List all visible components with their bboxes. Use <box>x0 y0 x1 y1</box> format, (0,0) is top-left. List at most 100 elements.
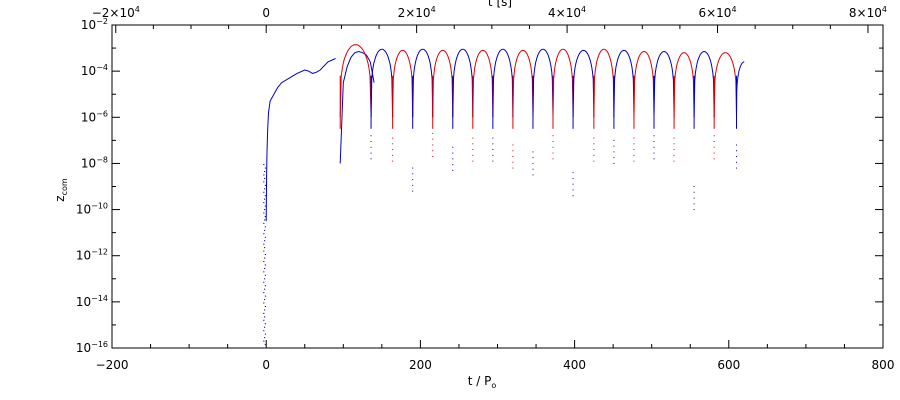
arch-segment <box>633 50 655 118</box>
dip-point <box>432 138 434 140</box>
dip-point <box>613 151 615 153</box>
y-tick-label: 10−8 <box>81 155 108 170</box>
dip-point <box>693 186 695 187</box>
arch-segment <box>432 49 454 118</box>
y-tick-label: 10−10 <box>76 202 108 217</box>
x-tick-label: 800 <box>872 358 895 372</box>
arch-segment <box>452 48 474 118</box>
dip-point <box>713 152 715 154</box>
y-tick-label: 10−6 <box>81 109 108 124</box>
initial-scatter-point <box>264 188 266 190</box>
dip-point <box>593 154 595 156</box>
initial-scatter-point <box>263 271 265 273</box>
initial-scatter-point <box>264 195 266 197</box>
initial-scatter-point <box>264 309 266 311</box>
y-tick-label: 10−4 <box>81 63 108 78</box>
dip-point <box>713 146 715 148</box>
initial-scatter-point <box>264 240 266 242</box>
initial-scatter-point <box>263 250 265 252</box>
dip-point <box>593 160 595 162</box>
arch-segment <box>613 49 635 118</box>
dip-point <box>552 135 554 137</box>
initial-scatter-point <box>264 226 266 228</box>
x-axis-label: t / Po <box>468 374 497 390</box>
dip-point <box>736 150 738 152</box>
initial-scatter-point <box>263 191 265 193</box>
initial-scatter-point <box>263 260 265 262</box>
dip-point <box>512 161 514 163</box>
initial-scatter-point <box>264 209 266 211</box>
arch-segment <box>392 49 414 118</box>
initial-scatter-point <box>264 247 266 249</box>
dip-point <box>472 154 474 156</box>
dip-point <box>532 157 534 159</box>
dip-point <box>572 189 574 191</box>
initial-scatter-point <box>264 326 266 328</box>
initial-scatter-point <box>264 285 266 287</box>
arch-segment <box>673 52 695 118</box>
dip-point <box>653 141 655 143</box>
dip-point <box>392 143 394 145</box>
dip-point <box>412 190 414 192</box>
dip-point <box>370 152 372 154</box>
dip-point <box>472 143 474 145</box>
data-series-line <box>339 50 375 164</box>
series-layer <box>263 44 745 349</box>
x-tick-label: 0 <box>262 358 270 372</box>
dip-point <box>532 174 534 176</box>
dip-point <box>693 197 695 199</box>
initial-scatter-point <box>264 167 266 169</box>
top-tick-label: 8×104 <box>849 5 887 20</box>
dip-point <box>432 150 434 152</box>
initial-scatter-point <box>264 215 266 217</box>
x-tick-label: 200 <box>409 358 432 372</box>
dip-point <box>736 144 738 146</box>
initial-scatter-point <box>264 288 266 290</box>
initial-scatter-point <box>264 219 266 221</box>
dip-point <box>412 167 414 169</box>
top-tick-label: 6×104 <box>698 5 736 20</box>
dip-point <box>572 183 574 185</box>
dip-point <box>452 164 454 166</box>
dip-point <box>392 160 394 162</box>
dip-point <box>472 160 474 162</box>
dip-point <box>370 135 372 137</box>
initial-scatter-point <box>264 299 266 301</box>
dip-point <box>492 154 494 156</box>
dip-point <box>673 143 675 145</box>
arch-segment <box>693 50 715 118</box>
dip-point <box>736 161 738 163</box>
initial-scatter-point <box>264 254 266 256</box>
arch-segment <box>412 48 434 118</box>
initial-scatter-point <box>264 323 266 325</box>
dip-point <box>633 137 635 139</box>
arch-segment <box>736 61 745 118</box>
plot-frame <box>111 24 884 349</box>
dip-point <box>572 195 574 197</box>
dip-point <box>432 132 434 134</box>
dip-point <box>613 139 615 141</box>
dip-point <box>392 137 394 139</box>
initial-scatter-point <box>264 236 266 238</box>
y-tick-label: 10−12 <box>76 248 108 263</box>
x-tick-label: 400 <box>563 358 586 372</box>
initial-scatter-point <box>264 264 266 266</box>
y-axis-label: zcom <box>53 178 69 202</box>
dip-point <box>512 150 514 152</box>
dip-point <box>633 154 635 156</box>
dip-point <box>472 137 474 139</box>
dip-point <box>653 152 655 154</box>
dip-point <box>736 167 738 169</box>
y-axis: 10−16 10−14 10−12 10−10 10−8 10−6 10−4 10−2 <box>76 17 883 355</box>
dip-point <box>392 154 394 156</box>
dip-point <box>452 152 454 154</box>
dip-point <box>370 141 372 143</box>
dip-point <box>532 162 534 164</box>
dip-point <box>552 146 554 148</box>
top-axis-label: t [s] <box>488 0 512 9</box>
initial-scatter-point <box>264 257 266 259</box>
dip-point <box>452 146 454 148</box>
dip-point <box>492 137 494 139</box>
dip-point <box>472 149 474 151</box>
dip-point <box>693 209 695 211</box>
